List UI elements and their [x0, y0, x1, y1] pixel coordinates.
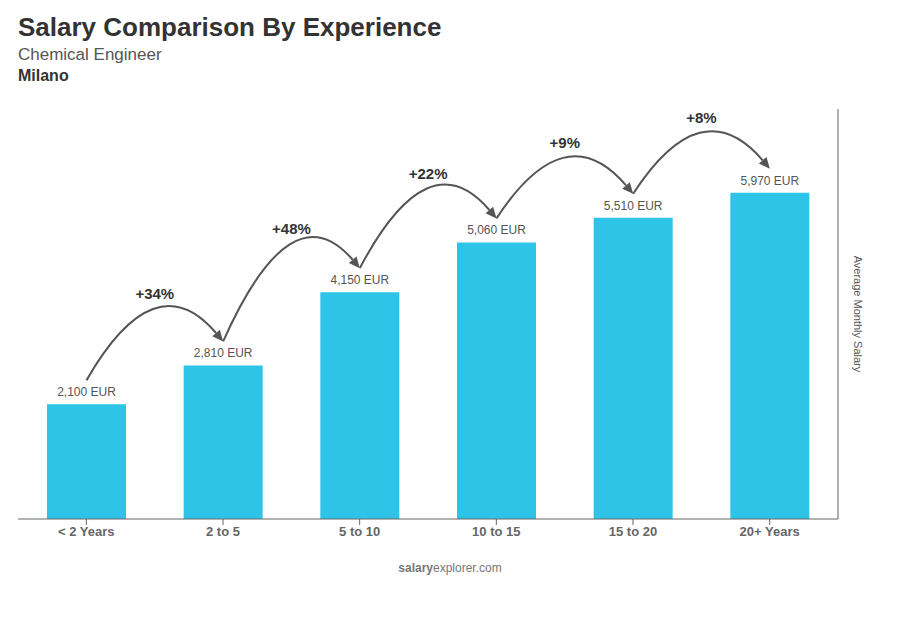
svg-text:20+ Years: 20+ Years: [740, 524, 800, 539]
svg-text:5,510 EUR: 5,510 EUR: [604, 199, 663, 213]
svg-text:2,810 EUR: 2,810 EUR: [194, 346, 253, 360]
svg-text:15 to 20: 15 to 20: [609, 524, 657, 539]
svg-text:Average Monthly Salary: Average Monthly Salary: [852, 256, 864, 373]
svg-text:4,150 EUR: 4,150 EUR: [330, 273, 389, 287]
svg-text:10 to 15: 10 to 15: [472, 524, 520, 539]
html-text:salary explorer.com: salary explorer.com: [398, 561, 502, 575]
svg-text:+22%: +22%: [409, 165, 448, 182]
svg-text:+34%: +34%: [135, 285, 174, 302]
svg-text:< 2 Years: < 2 Years: [58, 524, 115, 539]
html-text:Chemical Engineer: Chemical Engineer: [18, 45, 162, 64]
svg-text:+9%: +9%: [550, 134, 580, 151]
html-text:Milano: Milano: [18, 67, 69, 84]
html-text:Salary Comparison By Experienc: Salary Comparison By Experience: [18, 12, 442, 42]
svg-text:2,100 EUR: 2,100 EUR: [57, 385, 116, 399]
svg-text:5,060 EUR: 5,060 EUR: [467, 223, 526, 237]
svg-text:+8%: +8%: [686, 109, 716, 126]
svg-text:5 to 10: 5 to 10: [339, 524, 380, 539]
svg-text:2 to 5: 2 to 5: [206, 524, 240, 539]
svg-text:+48%: +48%: [272, 220, 311, 237]
svg-text:5,970 EUR: 5,970 EUR: [740, 174, 799, 188]
